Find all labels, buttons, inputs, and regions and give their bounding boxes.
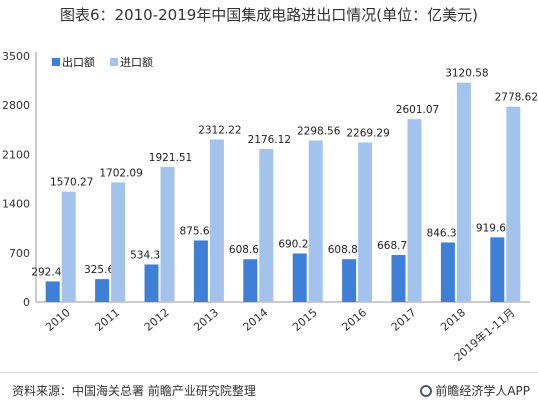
- chart-title: 图表6：2010-2019年中国集成电路进出口情况(单位：亿美元): [59, 6, 478, 24]
- import-value-label: 1570.27: [50, 177, 93, 189]
- x-tick-label: 2016: [339, 306, 369, 334]
- legend-swatch: [52, 58, 60, 66]
- export-bar: [490, 237, 505, 302]
- brand-name: 前瞻经济学人APP: [435, 384, 530, 398]
- y-tick-label: 700: [9, 247, 30, 260]
- x-tick-label: 2015: [290, 306, 320, 334]
- import-bar: [506, 106, 521, 303]
- y-axis: 0 700 1400 2100 2800 3500: [2, 50, 37, 309]
- chart: 0 700 1400 2100 2800 3500 2010 2011 2012 2013 201…: [2, 50, 538, 364]
- export-value-label: 325.6: [84, 264, 114, 276]
- export-value-label: 608.65: [229, 244, 266, 256]
- x-tick-label: 2017: [389, 306, 419, 334]
- import-value-label: 3120.58: [445, 68, 488, 80]
- import-value-label: 1702.09: [99, 167, 142, 179]
- import-value-label: 2176.12: [248, 134, 291, 146]
- import-bar: [111, 182, 126, 302]
- source-note: 资料来源：中国海关总署 前瞻产业研究院整理: [12, 384, 256, 398]
- import-bar: [358, 142, 373, 302]
- export-value-label: 919.61: [476, 222, 513, 234]
- export-value-label: 846.36: [427, 228, 464, 240]
- legend-label: 出口额: [62, 55, 95, 69]
- export-value-label: 668.75: [377, 240, 414, 252]
- x-tick-label: 2012: [142, 306, 172, 334]
- y-tick-label: 1400: [2, 198, 30, 211]
- export-bar: [144, 264, 159, 302]
- y-tick-label: 0: [23, 296, 30, 309]
- import-value-label: 2601.07: [396, 104, 439, 116]
- import-bar: [259, 149, 274, 302]
- export-value-label: 875.64: [180, 225, 217, 237]
- x-axis: 2010 2011 2012 2013 2014 2015 2016 2017 20182019…: [36, 301, 530, 364]
- export-bar: [45, 281, 60, 302]
- import-bar: [407, 119, 422, 302]
- export-value-label: 292.45: [31, 266, 68, 278]
- brand-logo-icon: [420, 385, 433, 397]
- export-bar: [193, 240, 208, 302]
- y-tick-label: 2800: [2, 99, 30, 112]
- x-tick-label: 2014: [241, 306, 271, 334]
- import-value-label: 2298.56: [297, 125, 341, 137]
- import-bar: [308, 140, 323, 302]
- export-bar: [342, 259, 357, 302]
- export-value-label: 690.23: [278, 238, 315, 250]
- import-value-label: 2778.62: [495, 92, 538, 104]
- export-bar: [292, 253, 307, 302]
- import-value-label: 2312.22: [198, 124, 241, 136]
- export-bar: [243, 259, 258, 302]
- import-bar: [456, 82, 471, 302]
- x-tick-label: 2011: [92, 306, 122, 334]
- export-bar: [95, 279, 110, 302]
- export-value-label: 534.34: [130, 249, 167, 261]
- import-bar: [61, 191, 76, 302]
- legend-label: 进口额: [120, 56, 153, 69]
- import-value-label: 1921.51: [149, 152, 192, 164]
- legend: 出口额 进口额: [52, 55, 153, 69]
- x-tick-label: 2010: [43, 306, 73, 334]
- y-tick-label: 2100: [2, 148, 30, 161]
- y-tick-label: 3500: [2, 50, 30, 63]
- bars: 292.45 1570.27 325.6 1702.09 534.34 1921.51 87…: [31, 68, 538, 303]
- import-bar: [209, 139, 224, 302]
- legend-swatch: [110, 58, 118, 66]
- x-tick-label: 2013: [191, 306, 221, 334]
- export-bar: [440, 242, 455, 302]
- import-bar: [160, 166, 175, 302]
- brand-credit: 前瞻经济学人APP: [420, 382, 530, 399]
- footer: 资料来源：中国海关总署 前瞻产业研究院整理 前瞻经济学人APP: [0, 372, 538, 410]
- export-value-label: 608.84: [328, 244, 365, 256]
- export-bar: [391, 254, 406, 302]
- import-value-label: 2269.29: [346, 128, 389, 140]
- x-tick-label: 2018: [438, 306, 468, 334]
